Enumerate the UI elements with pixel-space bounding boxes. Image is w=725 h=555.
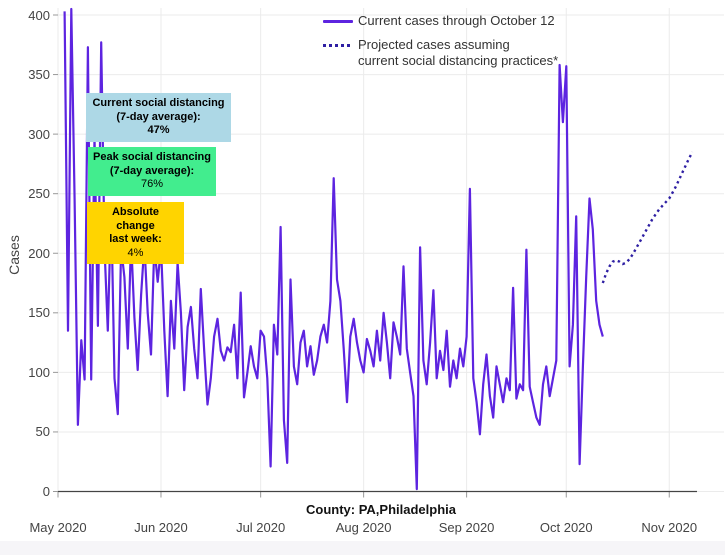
x-tick-label: Aug 2020	[335, 520, 392, 535]
annotation-absolute-change: Absolute change last week: 4%	[87, 202, 184, 264]
y-tick-label: 200	[28, 245, 50, 261]
y-tick-label: 50	[35, 424, 50, 440]
annotation-value: 76%	[140, 178, 164, 190]
annotation-peak-social-distancing: Peak social distancing (7-day average): …	[88, 147, 216, 196]
x-tick-label: May 2020	[29, 520, 87, 535]
annotation-title: Absolute change	[111, 206, 160, 232]
annotation-title: Current social distancing	[92, 97, 225, 109]
x-tick-label: Jul 2020	[236, 520, 286, 535]
x-tick-label: Jun 2020	[134, 520, 188, 535]
y-tick-label: 0	[42, 484, 50, 499]
annotation-value: 47%	[147, 124, 170, 136]
annotation-subtitle: last week:	[109, 233, 162, 245]
x-tick-label: Nov 2020	[641, 520, 698, 535]
annotation-current-social-distancing: Current social distancing (7-day average…	[86, 93, 231, 142]
annotation-title: Peak social distancing	[93, 151, 211, 163]
legend-label-projected-line1: Projected cases assuming	[358, 37, 510, 52]
y-tick-label: 350	[28, 67, 50, 83]
annotation-subtitle: (7-day average):	[109, 164, 195, 177]
y-tick-label: 250	[28, 186, 50, 202]
dotted-line-swatch	[323, 44, 353, 47]
legend-label-projected-line2: current social distancing practices*	[358, 53, 559, 68]
y-tick-label: 300	[28, 126, 50, 142]
footer-band	[0, 541, 725, 555]
x-tick-label: Oct 2020	[539, 520, 593, 535]
x-tick-label: Sep 2020	[438, 520, 495, 535]
annotation-subtitle: (7-day average):	[116, 110, 201, 123]
y-tick-label: 400	[28, 7, 50, 23]
y-tick-label: 100	[28, 364, 50, 380]
county-label: County: PA,Philadelphia	[306, 502, 456, 517]
solid-line-swatch	[323, 20, 353, 23]
legend-label-current: Current cases through October 12	[358, 13, 555, 28]
annotation-value: 4%	[127, 246, 144, 259]
y-tick-label: 150	[28, 305, 50, 321]
